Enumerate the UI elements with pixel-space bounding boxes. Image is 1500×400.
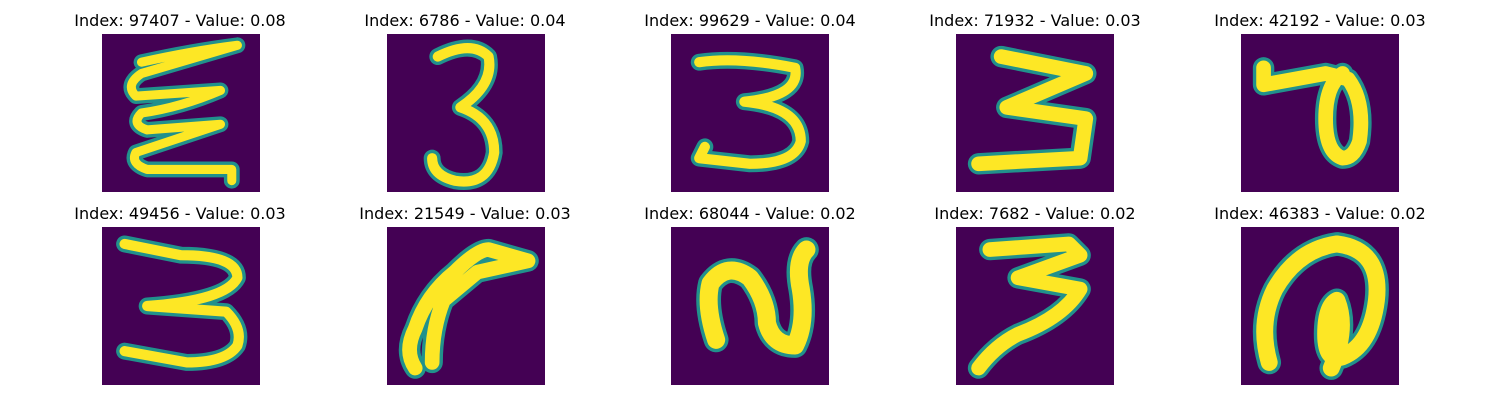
panel-title: Index: 6786 - Value: 0.04 [364,11,566,30]
digit-image [1241,34,1399,192]
digit-image [1241,227,1399,385]
panel-title: Index: 46383 - Value: 0.02 [1214,204,1426,223]
digit-image [102,227,260,385]
digit-stroke [971,49,1094,172]
panel-title: Index: 42192 - Value: 0.03 [1214,11,1426,30]
panel-title: Index: 7682 - Value: 0.02 [934,204,1136,223]
digit-stroke [402,242,536,376]
panel-title: Index: 97407 - Value: 0.08 [74,11,286,30]
digit-stroke [1256,235,1386,377]
digit-image [102,34,260,192]
digit-image [671,227,829,385]
digit-image [387,227,545,385]
digit-image [956,227,1114,385]
digit-image [671,34,829,192]
digit-stroke [126,40,242,186]
digit-image [956,34,1114,192]
digit-stroke [427,43,500,187]
digit-stroke [1256,60,1369,166]
digit-image [387,34,545,192]
panel-title: Index: 68044 - Value: 0.02 [644,204,856,223]
digit-stroke [694,55,806,169]
digit-stroke [699,240,816,355]
digit-stroke [971,236,1088,376]
digit-stroke [119,238,244,368]
panel-title: Index: 21549 - Value: 0.03 [359,204,571,223]
panel-title: Index: 49456 - Value: 0.03 [74,204,286,223]
panel-title: Index: 99629 - Value: 0.04 [644,11,856,30]
panel-title: Index: 71932 - Value: 0.03 [929,11,1141,30]
